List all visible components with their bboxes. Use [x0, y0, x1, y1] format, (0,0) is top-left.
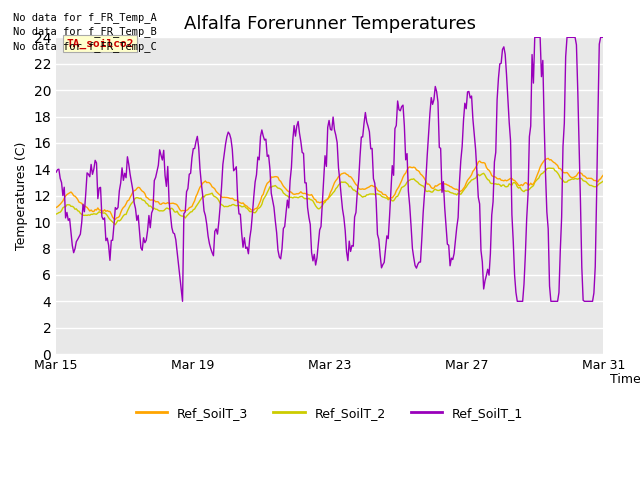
Text: TA_soilco2: TA_soilco2 — [67, 38, 134, 49]
X-axis label: Time: Time — [610, 373, 640, 386]
Y-axis label: Temperatures (C): Temperatures (C) — [15, 142, 28, 250]
Text: No data for f_FR_Temp_A: No data for f_FR_Temp_A — [13, 12, 157, 23]
Title: Alfalfa Forerunner Temperatures: Alfalfa Forerunner Temperatures — [184, 15, 476, 33]
Legend: Ref_SoilT_3, Ref_SoilT_2, Ref_SoilT_1: Ref_SoilT_3, Ref_SoilT_2, Ref_SoilT_1 — [131, 402, 529, 424]
Text: No data for f_FR_Temp_B: No data for f_FR_Temp_B — [13, 26, 157, 37]
Text: No data for f_FR_Temp_C: No data for f_FR_Temp_C — [13, 41, 157, 52]
